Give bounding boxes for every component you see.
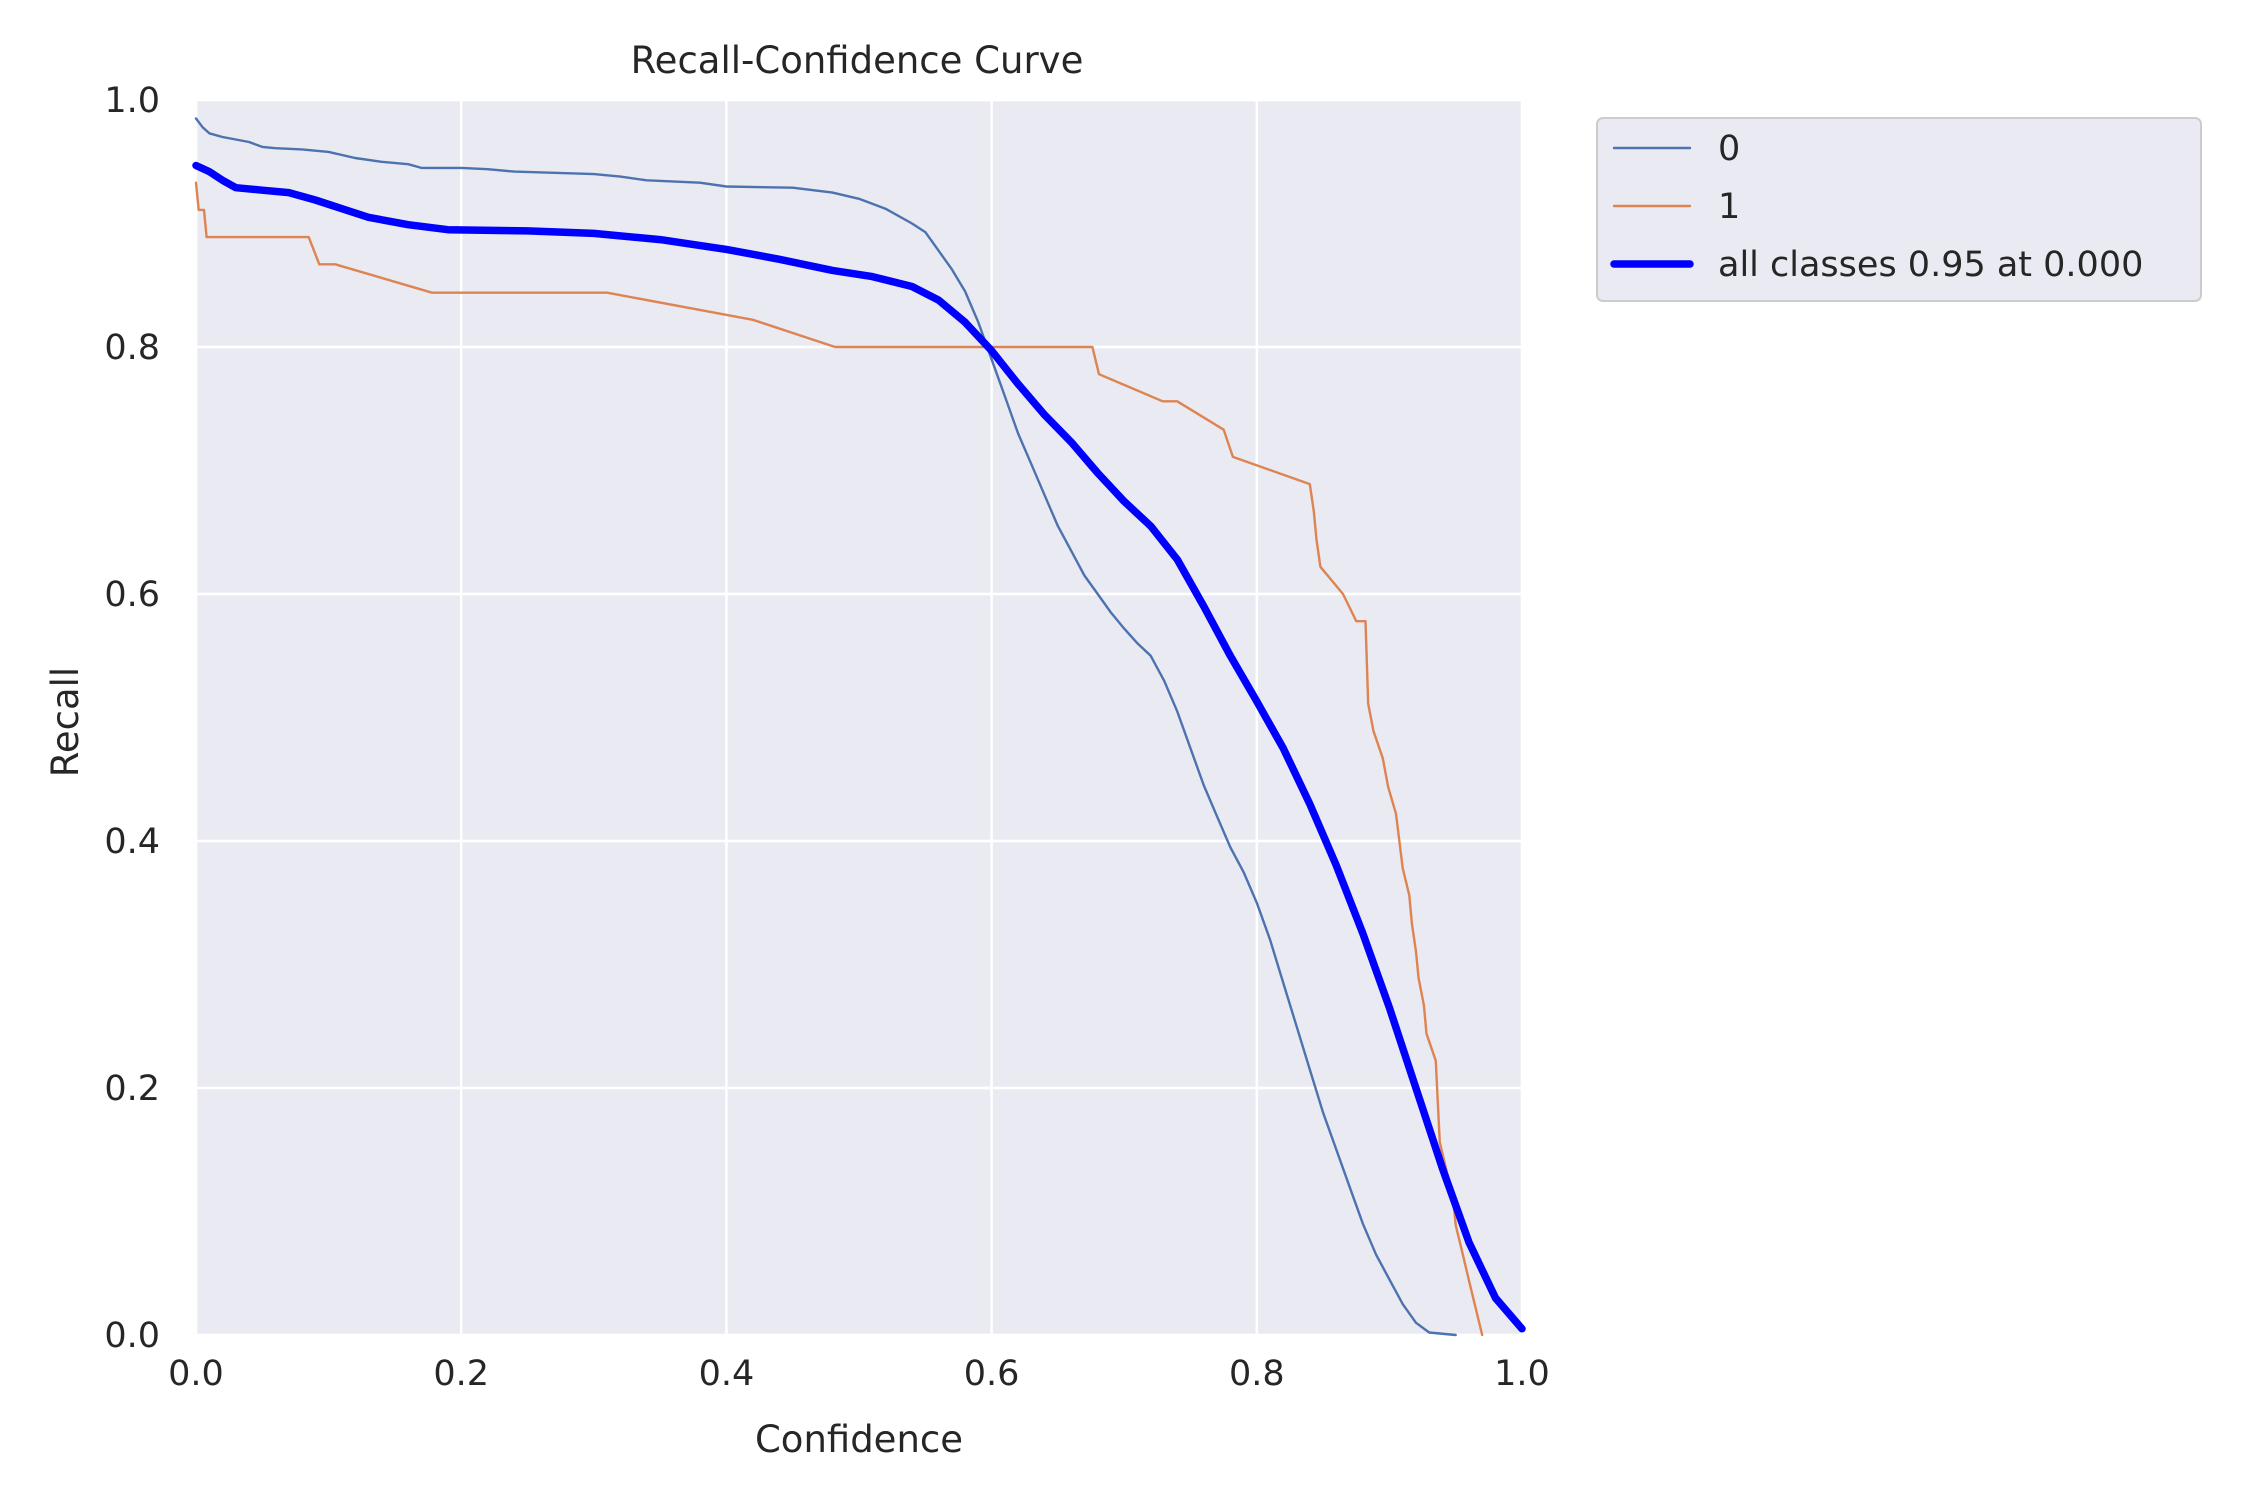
plot-background bbox=[196, 100, 1522, 1335]
legend-label-1: 1 bbox=[1718, 187, 1740, 227]
x-tick-label: 0.2 bbox=[433, 1354, 489, 1394]
series-line-1 bbox=[194, 181, 1484, 1337]
x-tick-label: 0.0 bbox=[168, 1354, 224, 1394]
y-tick-label: 1.0 bbox=[104, 81, 160, 121]
x-tick-label: 0.4 bbox=[699, 1354, 755, 1394]
y-tick-label: 0.6 bbox=[104, 575, 160, 615]
legend-label-2: all classes 0.95 at 0.000 bbox=[1718, 245, 2143, 285]
legend-label-0: 0 bbox=[1718, 129, 1740, 169]
series-lines bbox=[192, 117, 1526, 1337]
y-tick-label: 0.2 bbox=[104, 1069, 160, 1109]
y-tick-label: 0.8 bbox=[104, 328, 160, 368]
y-tick-label: 0.4 bbox=[104, 822, 160, 862]
x-tick-label: 1.0 bbox=[1494, 1354, 1550, 1394]
legend-items: 0 1 all classes 0.95 at 0.000 bbox=[1610, 129, 2143, 285]
chart-title: Recall-Confidence Curve bbox=[631, 39, 1084, 82]
y-axis-label: Recall bbox=[44, 667, 87, 777]
legend: 0 1 all classes 0.95 at 0.000 bbox=[1596, 117, 2202, 302]
x-tick-label: 0.6 bbox=[964, 1354, 1020, 1394]
series-line-0 bbox=[194, 117, 1457, 1337]
x-tick-labels: 0.0 0.2 0.4 0.6 0.8 1.0 bbox=[168, 1354, 1550, 1394]
x-tick-label: 0.8 bbox=[1229, 1354, 1285, 1394]
x-axis-label: Confidence bbox=[755, 1418, 963, 1461]
y-tick-labels: 0.0 0.2 0.4 0.6 0.8 1.0 bbox=[104, 81, 160, 1356]
grid-lines bbox=[194, 98, 1524, 1337]
legend-box bbox=[1596, 117, 2202, 302]
y-tick-label: 0.0 bbox=[104, 1316, 160, 1356]
series-line-2 bbox=[192, 161, 1526, 1333]
